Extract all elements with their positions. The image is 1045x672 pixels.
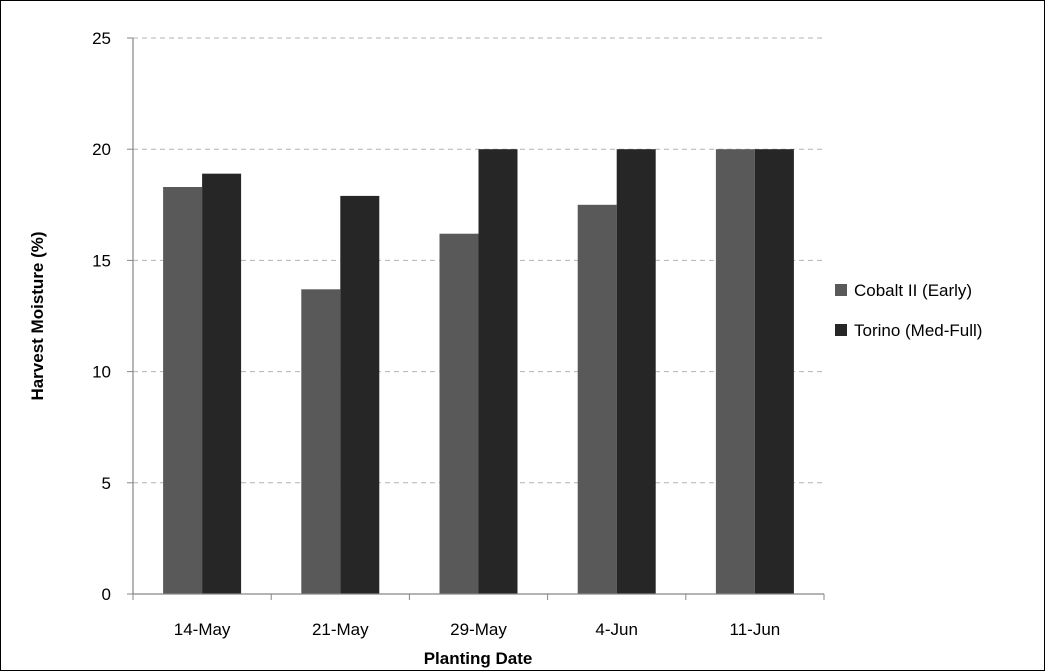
bar-cobalt-21-May bbox=[301, 289, 341, 594]
legend: Cobalt II (Early) Torino (Med-Full) bbox=[835, 281, 982, 340]
y-tick-label: 0 bbox=[102, 585, 111, 604]
legend-label-torino: Torino (Med-Full) bbox=[854, 321, 982, 340]
x-tick-label: 21-May bbox=[312, 620, 369, 639]
bars bbox=[163, 149, 794, 595]
y-tick-label: 20 bbox=[92, 140, 111, 159]
bar-torino-21-May bbox=[340, 195, 380, 595]
x-tick-label: 4-Jun bbox=[595, 620, 638, 639]
y-tick-labels: 0 5 10 15 20 25 bbox=[92, 29, 133, 604]
y-tick-label: 25 bbox=[92, 29, 111, 48]
legend-label-cobalt: Cobalt II (Early) bbox=[854, 281, 972, 300]
x-tick-labels: 14-May 21-May 29-May 4-Jun 11-Jun bbox=[132, 594, 825, 639]
y-tick-label: 10 bbox=[92, 363, 111, 382]
bar-torino-14-May bbox=[202, 173, 242, 594]
x-tick-label: 14-May bbox=[174, 620, 231, 639]
bar-torino-29-May bbox=[478, 149, 518, 594]
axes bbox=[132, 38, 824, 595]
y-tick-label: 5 bbox=[102, 474, 111, 493]
y-axis-title: Harvest Moisture (%) bbox=[28, 231, 47, 400]
bar-torino-11-Jun bbox=[754, 149, 794, 594]
bar-cobalt-4-Jun bbox=[577, 204, 617, 595]
x-axis-title: Planting Date bbox=[424, 649, 533, 668]
y-tick-label: 15 bbox=[92, 251, 111, 270]
x-tick-label: 11-Jun bbox=[730, 620, 781, 639]
bar-cobalt-14-May bbox=[163, 187, 203, 594]
bar-torino-4-Jun bbox=[616, 149, 656, 594]
x-tick-label: 29-May bbox=[450, 620, 507, 639]
bar-cobalt-11-Jun bbox=[715, 149, 755, 594]
legend-swatch-cobalt bbox=[835, 284, 847, 296]
legend-swatch-torino bbox=[835, 324, 847, 336]
bar-cobalt-29-May bbox=[439, 233, 479, 594]
